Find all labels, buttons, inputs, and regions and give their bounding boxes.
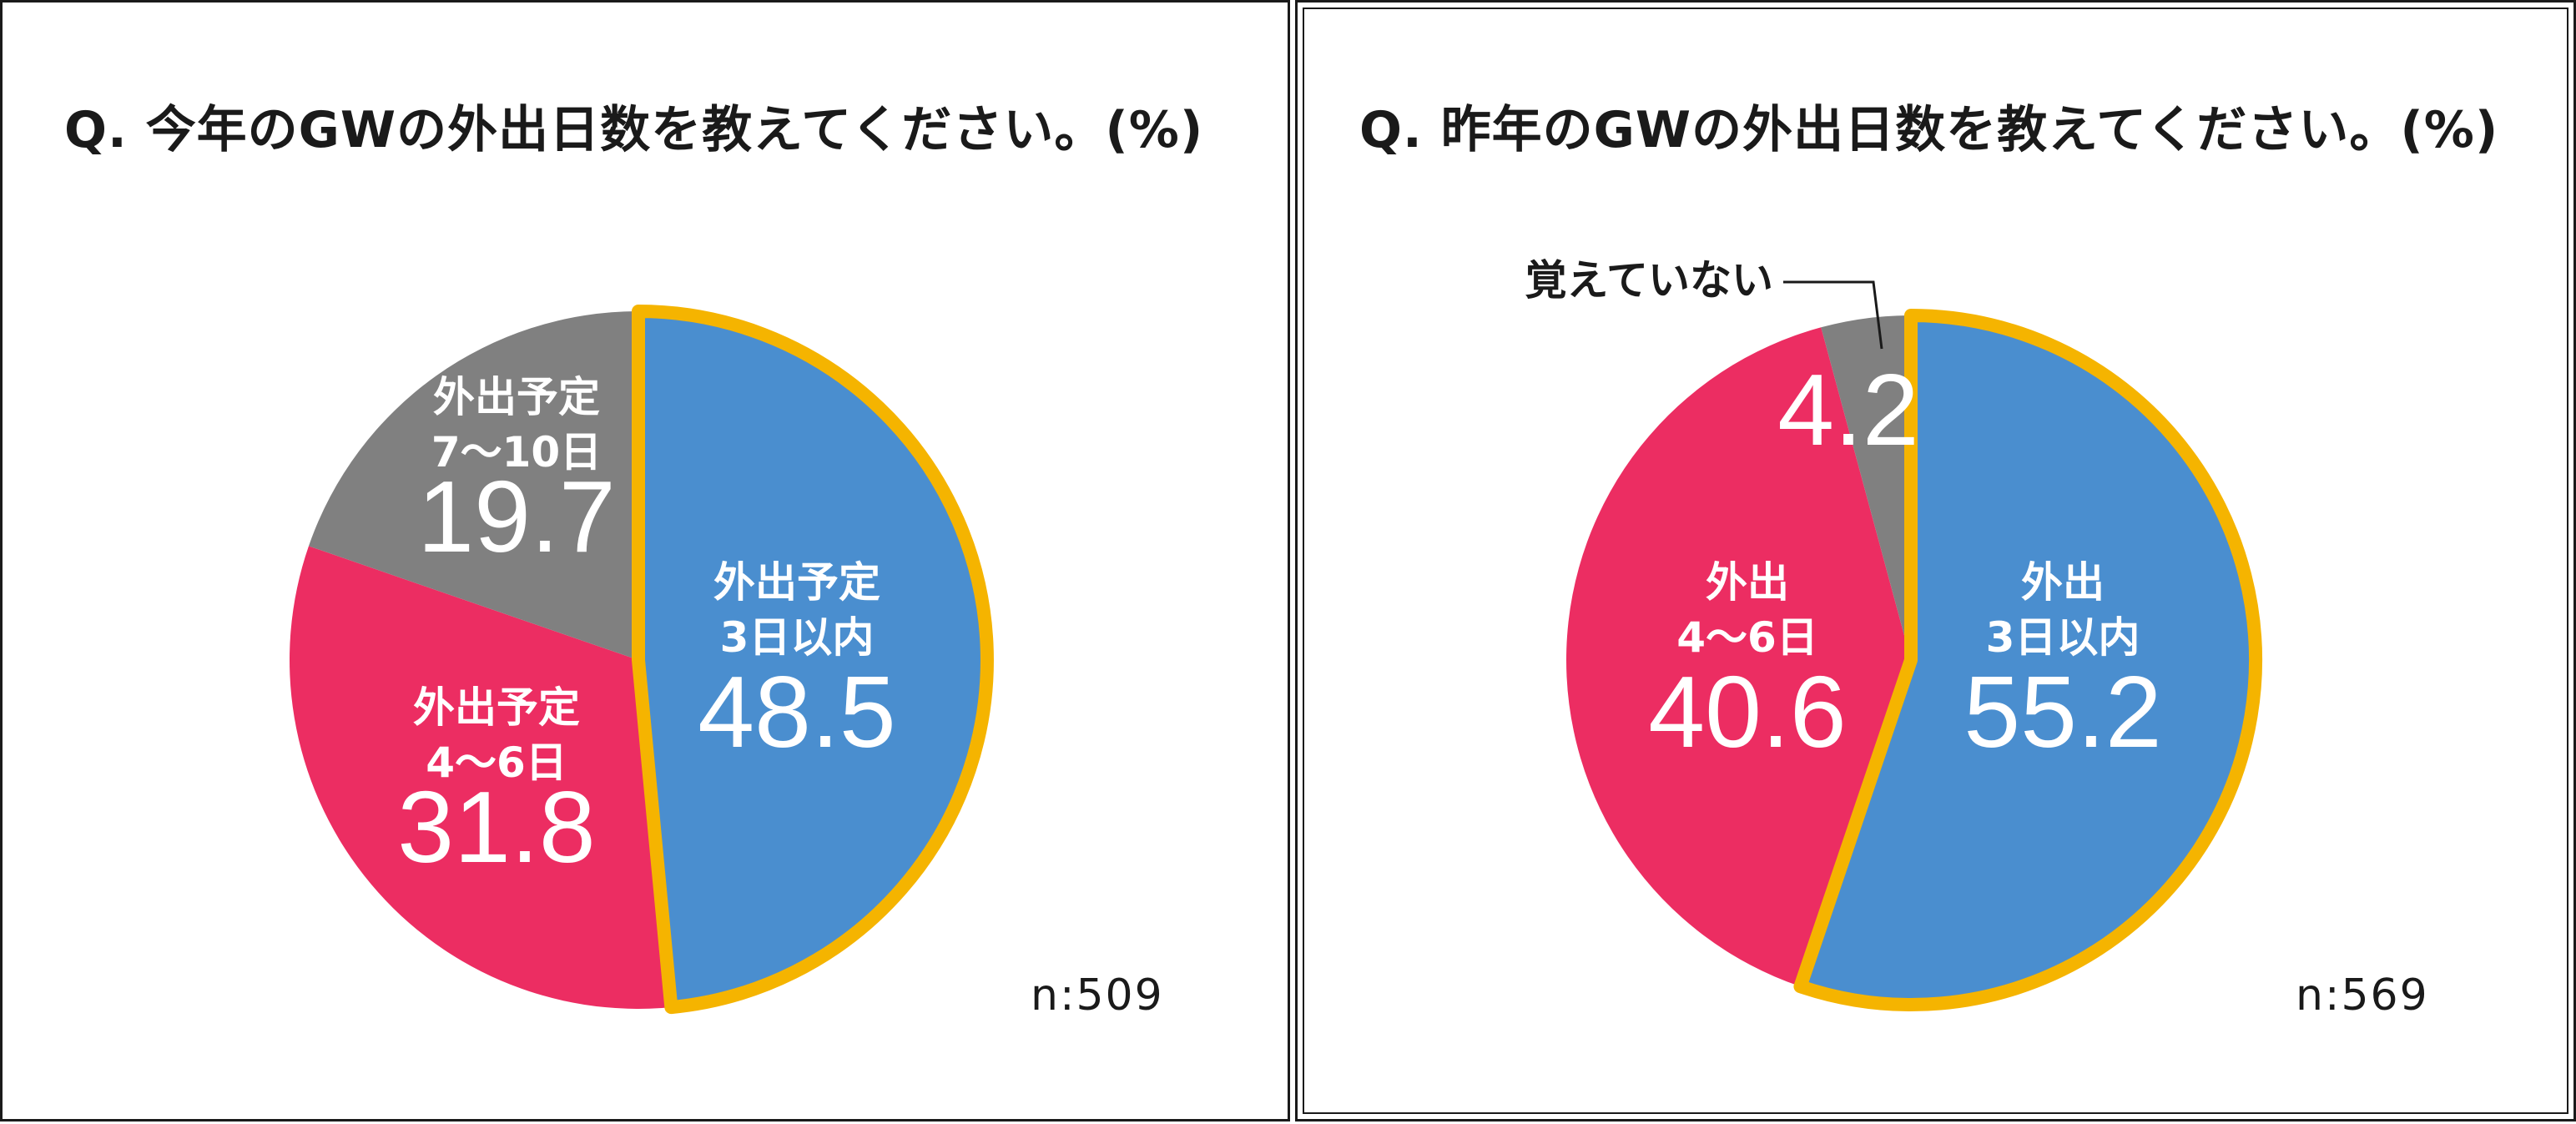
chart-panel-last-year: Q. 昨年のGWの外出日数を教えてください。(%) 外出 3日以内 55.2 外出 4～… xyxy=(1295,0,2576,1121)
pie-slice-label-2-line-0: 外出予定 xyxy=(433,373,600,421)
pie-slice-label-0-line-0: 外出 xyxy=(2021,558,2105,607)
pie-slice-value-2: 19.7 xyxy=(417,460,615,573)
pie-slice-label-2-line-1: 7～10日 xyxy=(431,428,602,476)
pie-slice-label-1-line-1: 4～6日 xyxy=(1676,613,1818,662)
pie-slice-label-0-line-1: 3日以内 xyxy=(720,613,875,662)
pie-slice-0 xyxy=(638,311,987,1008)
pie-slice-label-1-line-0: 外出予定 xyxy=(413,683,580,732)
pie-slice-label-0-line-1: 3日以内 xyxy=(1986,613,2140,662)
pie-slice-value-2: 4.2 xyxy=(1777,353,1919,466)
pie-slice-label-1-line-1: 4～6日 xyxy=(426,738,567,787)
pie-slice-2 xyxy=(1821,315,1911,660)
pie-slice-label-0-line-0: 外出予定 xyxy=(713,558,880,607)
chart-title: Q. 今年のGWの外出日数を教えてください。(%) xyxy=(64,101,1204,159)
sample-size-label: n:509 xyxy=(1031,970,1164,1021)
pie-slice-1 xyxy=(289,546,672,1009)
pie-slice-1 xyxy=(1566,327,1911,987)
pie-slice-value-1: 40.6 xyxy=(1648,655,1846,769)
chart-title: Q. 昨年のGWの外出日数を教えてください。(%) xyxy=(1359,101,2499,159)
pie-slice-value-1: 31.8 xyxy=(397,770,595,884)
pie-slice-value-0: 48.5 xyxy=(698,655,895,769)
chart-panel-this-year: Q. 今年のGWの外出日数を教えてください。(%) 外出予定 3日以内 48.5 外出… xyxy=(0,0,1290,1121)
sample-size-label: n:569 xyxy=(2296,970,2429,1021)
pie-callout-leader-line xyxy=(1783,280,1883,350)
pie-slice-value-0: 55.2 xyxy=(1964,655,2161,769)
pie-slice-label-1-line-0: 外出 xyxy=(1706,558,1789,607)
pie-callout-label: 覚えていない xyxy=(1525,256,1774,305)
pie-slice-2 xyxy=(308,310,638,660)
pie-slice-highlight-outline xyxy=(1793,309,2262,1011)
pie-slice-highlight-outline xyxy=(632,305,994,1015)
